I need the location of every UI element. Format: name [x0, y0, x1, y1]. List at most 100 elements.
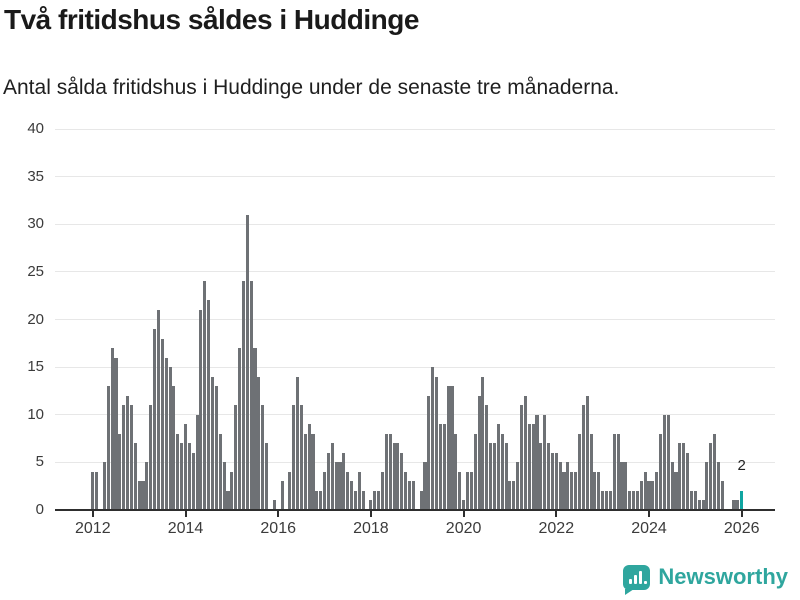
bar — [353, 490, 357, 510]
bar — [527, 424, 531, 510]
bar — [222, 462, 226, 510]
bar — [643, 471, 647, 510]
bar — [380, 471, 385, 510]
bar — [562, 471, 566, 510]
bar — [689, 490, 694, 510]
y-axis-tick-label: 15 — [27, 358, 44, 376]
gridline — [55, 271, 775, 273]
bar — [508, 481, 512, 510]
bar — [183, 424, 188, 510]
x-axis-tick-label: 2022 — [538, 520, 575, 537]
bar — [547, 443, 551, 510]
bar — [361, 490, 365, 510]
bar — [203, 281, 207, 510]
bar — [465, 471, 469, 510]
bar — [292, 405, 296, 510]
y-axis-tick-label: 25 — [27, 262, 44, 280]
bar — [624, 462, 628, 510]
bar — [682, 443, 686, 510]
bar — [160, 338, 164, 510]
bar — [272, 500, 276, 510]
gridline — [55, 223, 775, 225]
bar — [450, 386, 454, 510]
bar — [218, 433, 222, 510]
bar — [612, 433, 616, 510]
bar — [716, 462, 721, 510]
bar — [214, 386, 218, 510]
bar — [373, 490, 377, 510]
x-axis-tick — [555, 511, 558, 517]
bar — [635, 490, 639, 510]
bar — [639, 481, 643, 510]
bar — [585, 395, 589, 510]
bar — [655, 471, 659, 510]
bar — [458, 471, 462, 510]
x-axis-tick — [648, 511, 650, 517]
bar — [539, 443, 543, 510]
bar — [519, 405, 524, 510]
y-axis-tick-label: 40 — [27, 120, 44, 137]
bar — [597, 471, 601, 510]
bar — [662, 414, 666, 510]
bar — [129, 405, 133, 510]
bar — [118, 433, 122, 510]
bar — [303, 433, 307, 510]
bar — [253, 348, 257, 510]
bar — [102, 462, 106, 510]
bar — [535, 414, 539, 510]
x-axis-tick-label: 2018 — [353, 520, 389, 537]
y-axis-tick-label: 35 — [27, 167, 44, 185]
bar — [191, 452, 195, 510]
bar — [608, 490, 612, 510]
bar — [245, 214, 249, 510]
bar — [736, 500, 740, 510]
bar — [589, 433, 593, 510]
bar — [288, 471, 292, 510]
bar — [454, 433, 458, 510]
bar — [543, 414, 547, 510]
bar — [554, 452, 558, 510]
bar — [311, 433, 315, 510]
x-axis-tick — [740, 511, 743, 517]
newsworthy-pin-barchart-icon — [623, 564, 651, 595]
gridline — [55, 366, 775, 368]
x-axis-tick-label: 2016 — [260, 520, 296, 537]
bar — [666, 414, 670, 510]
bar — [709, 443, 713, 510]
bar — [210, 376, 215, 510]
bar — [141, 481, 145, 510]
gridline — [55, 319, 775, 320]
bar — [249, 281, 253, 510]
bar — [133, 443, 137, 510]
page-title: Två fritidshus såldes i Huddinge — [4, 4, 419, 35]
bar — [550, 452, 554, 510]
bar — [686, 452, 690, 510]
bar — [392, 443, 396, 510]
newsworthy-logo[interactable]: Newsworthy — [623, 562, 788, 595]
bar — [338, 462, 342, 510]
bar — [574, 471, 578, 510]
highlighted-bar — [740, 490, 744, 510]
bar — [570, 471, 574, 510]
bar — [377, 490, 381, 510]
chart-subtitle: Antal sålda fritidshus i Huddinge under … — [3, 76, 620, 99]
bar — [369, 500, 373, 510]
bar — [512, 481, 516, 510]
bar — [126, 395, 130, 510]
x-axis-tick — [277, 511, 280, 517]
bar — [400, 452, 404, 510]
bar — [492, 443, 497, 510]
bar — [207, 300, 211, 510]
bar — [489, 443, 493, 510]
bar — [651, 481, 655, 510]
x-axis-tick — [369, 511, 372, 517]
bar — [265, 443, 269, 510]
bar — [485, 405, 489, 510]
y-axis-tick-label: 20 — [27, 310, 44, 328]
bar — [156, 309, 160, 510]
bar — [315, 490, 319, 510]
bar — [307, 424, 311, 510]
bar — [168, 367, 172, 510]
bar — [438, 424, 442, 510]
bar — [411, 481, 415, 510]
